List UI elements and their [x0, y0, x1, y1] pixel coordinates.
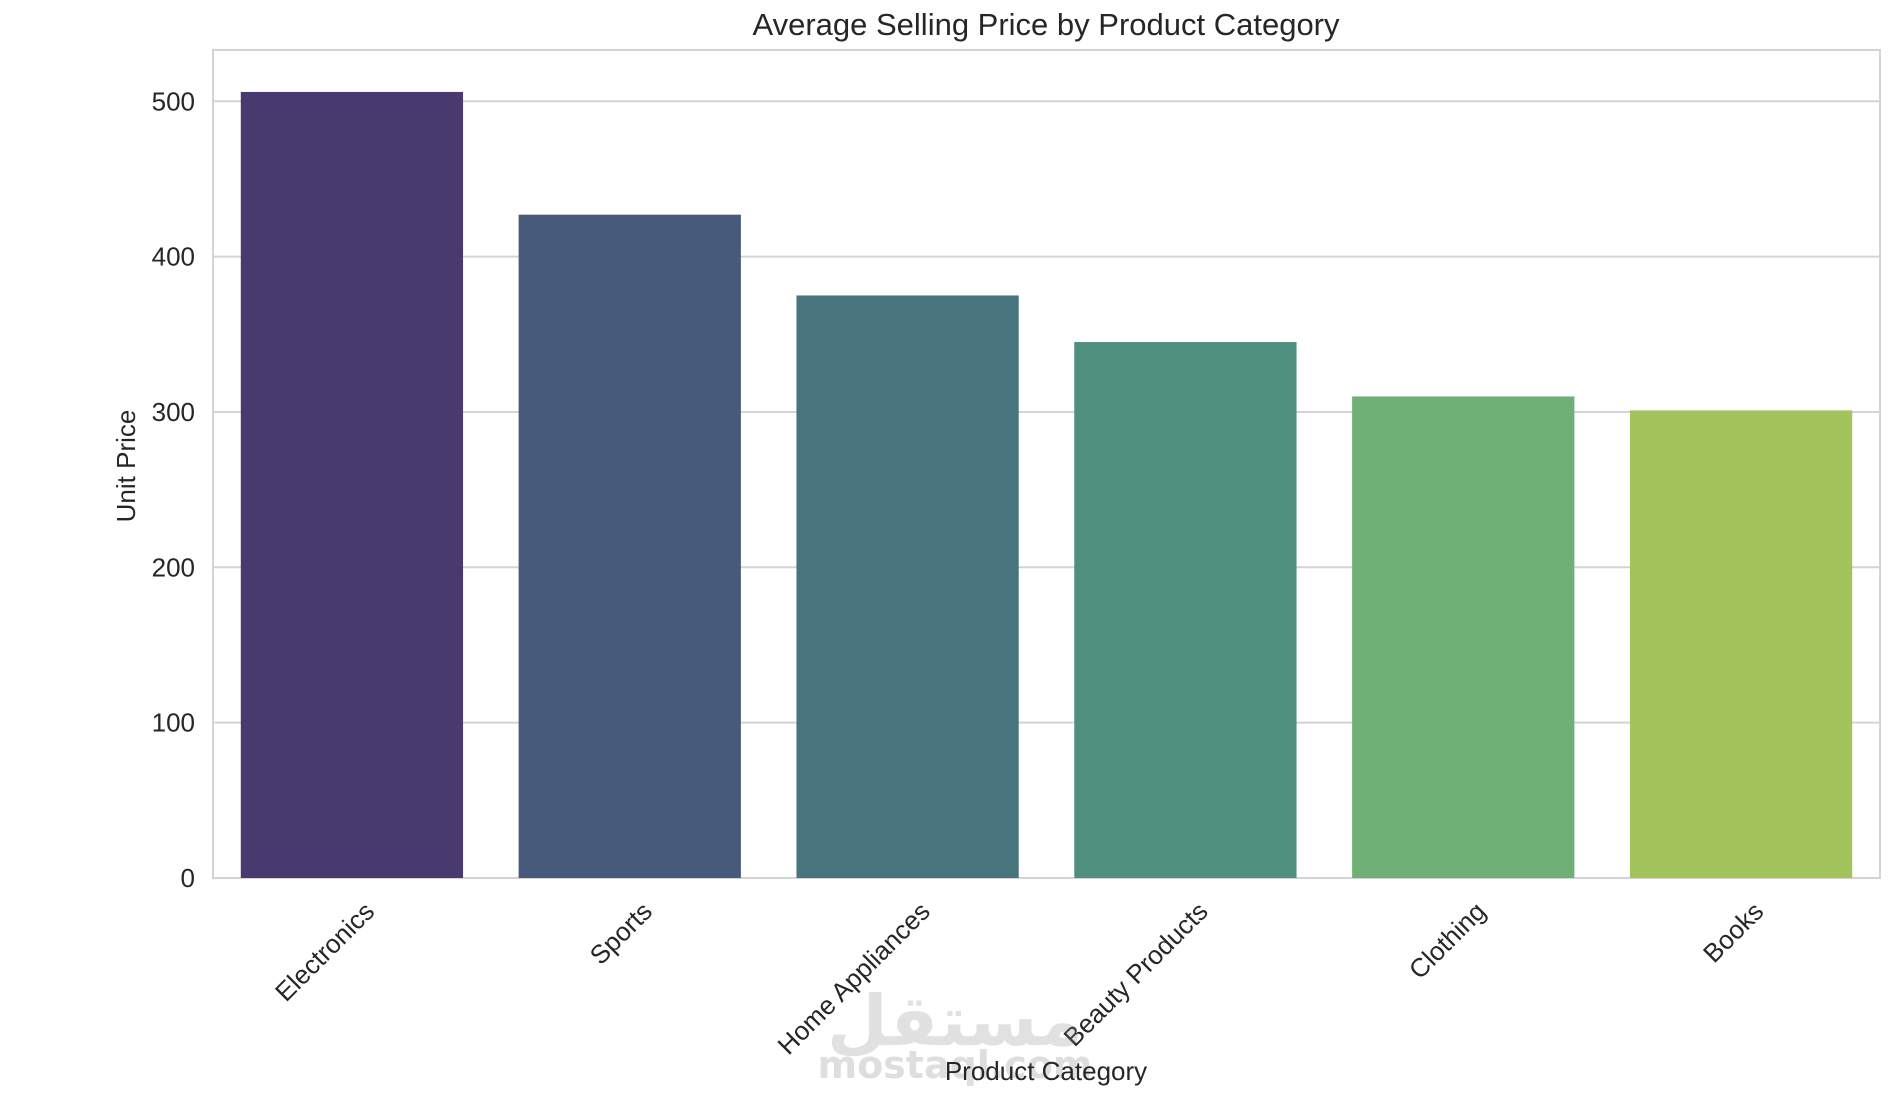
y-axis-ticks: 0 100 200 300 400 500	[152, 86, 195, 893]
y-axis-label: Unit Price	[111, 410, 141, 523]
bar-beauty-products	[1074, 342, 1297, 879]
x-tick-label: Books	[1697, 896, 1769, 968]
bar-books	[1629, 410, 1853, 878]
plot-area	[212, 49, 1881, 879]
y-tick-label: 100	[152, 708, 195, 738]
y-tick-label: 200	[152, 552, 195, 582]
chart-title: Average Selling Price by Product Categor…	[752, 7, 1340, 42]
bars	[240, 91, 1853, 879]
bar-home-appliances	[796, 295, 1019, 879]
x-tick-label: Electronics	[269, 896, 380, 1007]
x-axis-label: Product Category	[945, 1056, 1147, 1086]
watermark: مستقل mostaql.com	[817, 980, 1092, 1087]
watermark-arabic: مستقل	[827, 980, 1083, 1062]
y-tick-label: 300	[152, 397, 195, 427]
y-tick-label: 400	[152, 242, 195, 272]
gridlines	[213, 100, 1880, 724]
y-tick-label: 0	[181, 863, 195, 893]
y-tick-label: 500	[152, 86, 195, 116]
watermark-latin: mostaql.com	[817, 1043, 1092, 1087]
bar-clothing	[1352, 396, 1575, 878]
bar-sports	[518, 214, 741, 879]
bar-electronics	[240, 91, 464, 878]
x-tick-label: Sports	[584, 896, 658, 970]
x-tick-label: Clothing	[1403, 896, 1492, 985]
